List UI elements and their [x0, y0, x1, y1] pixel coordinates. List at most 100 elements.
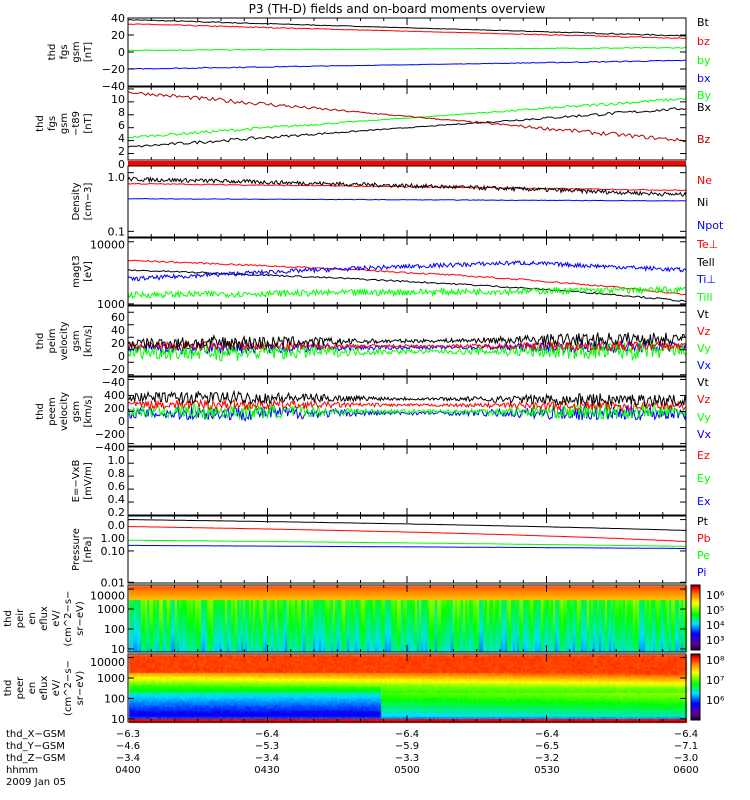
y-axis-label: eV/ — [51, 610, 62, 627]
y-axis-label: peer — [15, 676, 26, 700]
ephemeris-label: thd_Z−GSM — [6, 753, 66, 764]
y-axis-label: fgs — [47, 116, 58, 131]
y-axis-label: [nT] — [83, 42, 94, 62]
y-axis-label: en — [27, 682, 38, 695]
ephemeris-label: hhmm — [6, 765, 38, 776]
colorbar-label: 10⁸ — [706, 654, 725, 667]
ephemeris-value: −4.6 — [116, 741, 140, 752]
series-line-vz — [127, 339, 687, 352]
series-line-vt — [127, 332, 687, 352]
y-tick-label: 10 — [111, 713, 125, 726]
legend-pe: Pe — [697, 549, 710, 562]
ephemeris-value: −5.3 — [255, 741, 279, 752]
y-tick-label: 40 — [111, 12, 125, 25]
ephemeris-value: −6.4 — [395, 729, 419, 740]
legend-ey: Ey — [697, 472, 711, 485]
y-axis-label: gsm — [59, 113, 70, 134]
y-tick-label: −40 — [102, 376, 125, 389]
legend-pt: Pt — [697, 515, 709, 528]
y-tick-label: 0.8 — [108, 467, 126, 480]
series-line-pi — [128, 544, 687, 550]
y-axis-label: thd — [47, 44, 58, 61]
y-axis-label: [km/s] — [83, 395, 94, 427]
y-axis-label: peem — [47, 397, 58, 425]
y-tick-label: 200 — [104, 402, 125, 415]
panel-frame — [127, 584, 687, 653]
legend-pi: Pi — [697, 566, 706, 579]
ephemeris-value: −3.4 — [255, 753, 279, 764]
y-tick-label: 0.0 — [108, 519, 126, 532]
y-tick-label: 1.0 — [108, 454, 126, 467]
y-axis-label: [nT] — [83, 113, 94, 133]
ephemeris-value: 0530 — [534, 765, 559, 776]
series-line-ti — [127, 260, 687, 282]
ephemeris-value: 0500 — [394, 765, 419, 776]
y-tick-label: 0.6 — [108, 480, 126, 493]
legend-bz: bz — [697, 35, 710, 48]
plot-title: P3 (TH-D) fields and on-board moments ov… — [249, 2, 546, 16]
panel-frame — [127, 86, 687, 161]
legend-vx: Vx — [697, 428, 712, 441]
y-tick-label: 0 — [118, 350, 125, 363]
y-tick-label: 4 — [118, 132, 125, 145]
y-tick-label: 20 — [111, 337, 125, 350]
series-line-bx — [127, 107, 687, 148]
legend-vt: Vt — [697, 308, 710, 321]
ephemeris-value: 0430 — [254, 765, 279, 776]
y-tick-label: 2 — [118, 145, 125, 158]
ephemeris-value: −3.4 — [116, 753, 140, 764]
colorbar — [690, 584, 701, 651]
legend-vz: Vz — [697, 393, 711, 406]
colorbar-label: 10⁷ — [706, 674, 724, 687]
series-line-ne — [127, 182, 687, 192]
colorbar — [690, 653, 701, 721]
y-tick-label: 100 — [104, 692, 125, 705]
colorbar-label: 10³ — [706, 634, 724, 647]
series-line-till — [127, 285, 687, 300]
y-tick-label: 10000 — [90, 656, 125, 669]
y-tick-label: 1000 — [97, 672, 125, 685]
y-tick-label: 10000 — [90, 589, 125, 602]
legend-vz: Vz — [697, 325, 711, 338]
ephemeris-value: −6.3 — [116, 729, 140, 740]
series-line-by — [127, 97, 687, 139]
y-tick-label: 1.0 — [108, 171, 126, 184]
legend-by: by — [697, 54, 711, 67]
ephemeris-value: −5.9 — [395, 741, 419, 752]
panel-frame — [127, 515, 687, 584]
y-tick-label: 10 — [111, 93, 125, 106]
y-axis-label: thd — [3, 680, 14, 697]
y-tick-label: −20 — [102, 363, 125, 376]
y-axis-label: eflux — [39, 606, 50, 631]
series-line-vy — [127, 341, 687, 362]
y-tick-label: 20 — [111, 29, 125, 42]
legend-npot: Npot — [697, 219, 724, 232]
date-label: 2009 Jan 05 — [6, 777, 66, 788]
red-status-bar — [128, 161, 686, 166]
y-axis-label: [mV/m] — [83, 462, 94, 500]
y-tick-label: −40 — [102, 80, 125, 93]
y-tick-label: 1000 — [97, 298, 125, 311]
legend-bz: Bz — [697, 133, 711, 146]
panel-frame — [127, 17, 687, 87]
legend-bx: Bx — [697, 101, 712, 114]
legend-vx: Vx — [697, 359, 712, 372]
series-line-pe — [127, 539, 687, 547]
legend-ti: Ti⊥ — [696, 273, 716, 286]
y-tick-label: 6 — [118, 119, 125, 132]
series-line-by — [128, 46, 687, 52]
series-line-bz — [127, 23, 687, 40]
legend-by: By — [697, 89, 712, 102]
ephemeris-label: thd_Y−GSM — [6, 741, 65, 752]
y-tick-label: 0.4 — [108, 493, 126, 506]
legend-ne: Ne — [697, 174, 712, 187]
ephemeris-value: −3.3 — [395, 753, 419, 764]
y-axis-label: thd — [35, 403, 46, 420]
y-axis-label: −t89 — [71, 111, 82, 136]
y-axis-label: eV/ — [51, 679, 62, 696]
ephemeris-value: −3.0 — [674, 753, 698, 764]
y-axis-label: peim — [47, 328, 58, 353]
y-tick-label: 10000 — [90, 238, 125, 251]
ephemeris-value: −6.5 — [535, 741, 559, 752]
